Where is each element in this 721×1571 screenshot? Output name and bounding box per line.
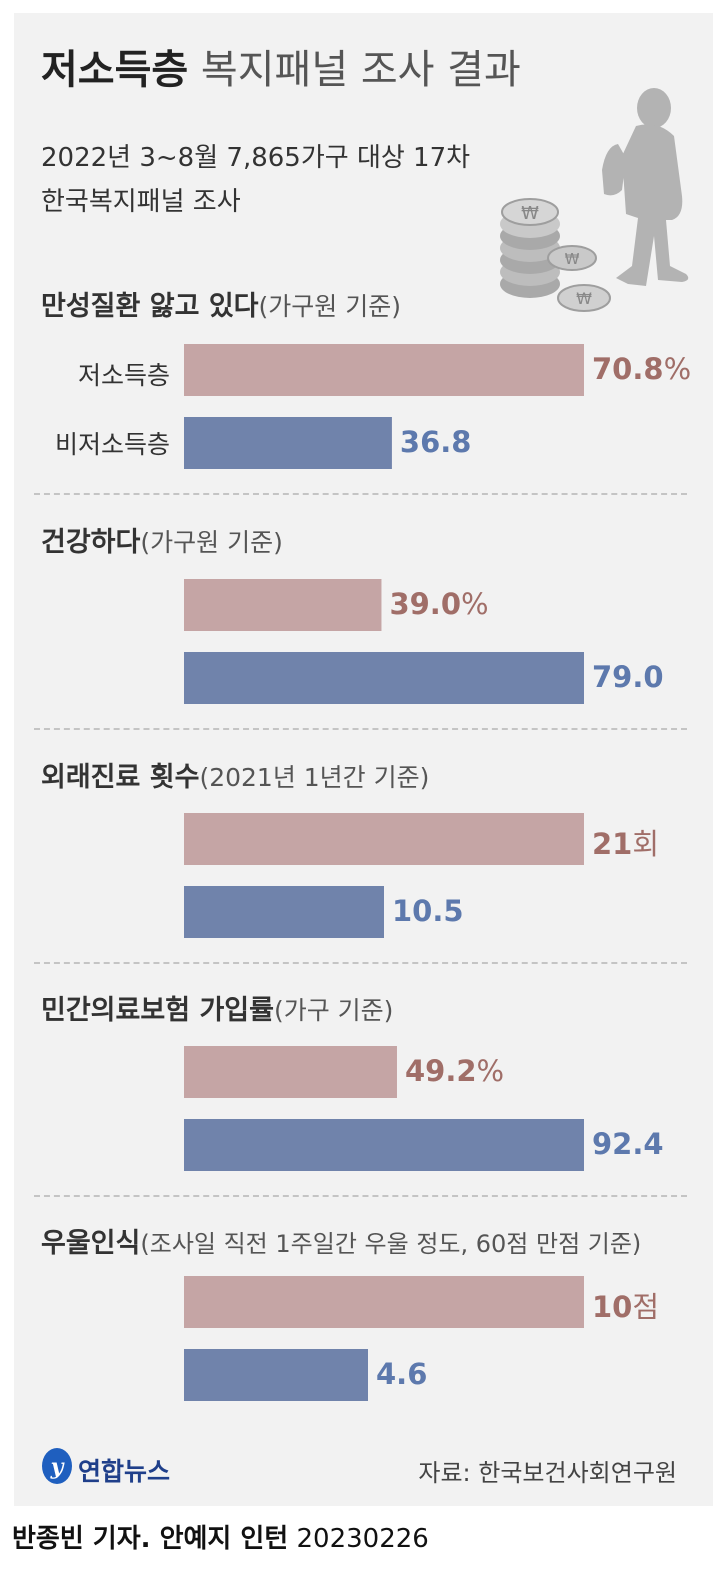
section-title-outpatient-visits: 외래진료 횟수(2021년 1년간 기준)	[41, 755, 429, 794]
subtitle-line-1: 2022년 3~8월 7,865가구 대상 17차	[41, 143, 471, 173]
credit-date: 20230226	[296, 1524, 429, 1554]
bar-low-income	[184, 1276, 584, 1328]
section-note: (가구원 기준)	[140, 528, 283, 557]
section-title-chronic-disease: 만성질환 앓고 있다(가구원 기준)	[41, 284, 401, 323]
value-label: 4.6	[376, 1357, 428, 1391]
svg-text:₩: ₩	[521, 203, 539, 224]
svg-text:y: y	[50, 1454, 66, 1480]
person-silhouette-icon	[602, 88, 689, 286]
section-title-text: 외래진료 횟수	[41, 762, 200, 793]
title-light: 복지패널 조사 결과	[200, 47, 521, 93]
section-divider	[34, 728, 687, 730]
section-note: (가구원 기준)	[258, 292, 401, 321]
section-title-text: 우울인식	[41, 1228, 141, 1259]
section-divider	[34, 493, 687, 495]
section-note: (2021년 1년간 기준)	[199, 763, 430, 792]
bar-low-income	[184, 813, 584, 865]
subtitle-line-2: 한국복지패널 조사	[41, 187, 241, 217]
title-bold: 저소득층	[41, 47, 189, 93]
value-label: 21회	[592, 827, 660, 861]
credit-line: 반종빈 기자. 안예지 인턴 20230226	[12, 1518, 429, 1555]
section-title-private-insurance: 민간의료보험 가입률(가구 기준)	[41, 988, 393, 1027]
section-title-depression: 우울인식(조사일 직전 1주일간 우울 정도, 60점 만점 기준)	[41, 1221, 641, 1260]
value-label: 49.2%	[404, 1054, 505, 1088]
section-title-healthy: 건강하다(가구원 기준)	[41, 520, 283, 559]
value-label: 10.5	[392, 894, 464, 928]
section-title-text: 민간의료보험 가입률	[41, 995, 274, 1026]
yonhap-logo-text: 연합뉴스	[78, 1457, 171, 1486]
bar-non-low-income	[184, 886, 384, 938]
person-with-coins-illustration: ₩ ₩ ₩	[500, 88, 689, 312]
source-note: 자료: 한국보건사회연구원	[418, 1459, 677, 1487]
value-label: 92.4	[592, 1127, 664, 1161]
svg-text:₩: ₩	[576, 289, 592, 308]
section-divider	[34, 1195, 687, 1197]
bar-non-low-income	[184, 417, 392, 469]
section-divider	[34, 962, 687, 964]
value-label: 10점	[592, 1290, 660, 1324]
svg-text:₩: ₩	[565, 250, 580, 268]
bar-low-income	[184, 344, 584, 396]
page-title: 저소득층 복지패널 조사 결과	[41, 48, 521, 92]
value-label: 36.8	[399, 425, 472, 459]
value-label: 79.0	[592, 660, 664, 694]
category-label-low-income: 저소득층	[77, 361, 170, 390]
value-label: 39.0%	[389, 587, 489, 621]
yonhap-logo-icon: y	[42, 1448, 72, 1484]
bar-non-low-income	[184, 1119, 584, 1171]
bar-non-low-income	[184, 652, 584, 704]
section-note: (조사일 직전 1주일간 우울 정도, 60점 만점 기준)	[140, 1230, 642, 1258]
bar-low-income	[184, 579, 382, 631]
value-label: 70.8%	[592, 352, 692, 386]
infographic-panel	[14, 13, 713, 1506]
section-title-text: 건강하다	[41, 527, 141, 558]
bar-low-income	[184, 1046, 397, 1098]
bar-non-low-income	[184, 1349, 368, 1401]
section-note: (가구 기준)	[273, 996, 394, 1025]
category-label-non-low-income: 비저소득층	[54, 430, 170, 459]
credit-authors: 반종빈 기자. 안예지 인턴	[12, 1524, 289, 1554]
section-title-text: 만성질환 앓고 있다	[41, 291, 259, 322]
coins-icon: ₩ ₩ ₩	[500, 198, 611, 312]
